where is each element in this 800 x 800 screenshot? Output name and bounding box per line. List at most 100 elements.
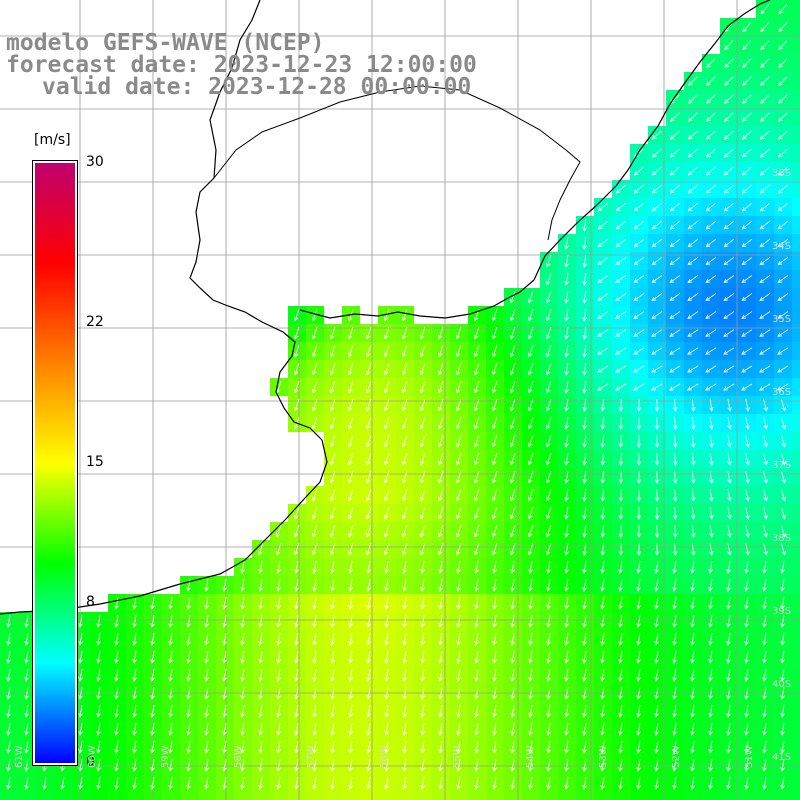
wind-arrow: [727, 417, 732, 430]
wind-arrow: [709, 471, 714, 484]
wind-arrow: [6, 687, 11, 700]
wind-arrow: [96, 741, 101, 754]
wind-arrow: [780, 741, 785, 754]
wind-arrow: [724, 112, 734, 122]
latitude-label: 39S: [772, 606, 792, 617]
wind-arrow: [276, 579, 281, 592]
wind-arrow: [726, 741, 731, 754]
wind-arrow: [564, 327, 569, 340]
wind-arrow: [366, 759, 371, 772]
wind-arrow: [636, 615, 641, 628]
wind-arrow: [204, 615, 209, 628]
wind-arrow: [759, 166, 770, 176]
wind-arrow: [132, 687, 137, 700]
wind-arrow: [618, 434, 624, 448]
wind-speed-cell: [792, 666, 800, 684]
wind-arrow: [510, 327, 516, 340]
wind-arrow: [420, 399, 426, 412]
wind-arrow: [132, 741, 137, 754]
wind-arrow: [420, 453, 426, 466]
wind-arrow: [582, 759, 587, 772]
wind-arrow: [528, 705, 533, 718]
wind-arrow: [186, 633, 191, 646]
wind-arrow: [723, 202, 734, 212]
wind-arrow: [402, 723, 407, 736]
wind-arrow: [742, 76, 752, 86]
wind-speed-cell: [666, 792, 684, 800]
wind-arrow: [687, 130, 698, 140]
wind-arrow: [384, 561, 389, 574]
wind-arrow: [777, 202, 788, 212]
wind-arrow: [312, 579, 317, 592]
wind-arrow: [780, 543, 786, 556]
wind-arrow: [114, 777, 119, 790]
wind-speed-cell: [792, 252, 800, 270]
wind-arrow: [258, 741, 263, 754]
longitude-label: 60W: [87, 745, 98, 768]
wind-arrow: [723, 130, 734, 140]
wind-arrow: [78, 705, 83, 718]
wind-arrow: [330, 471, 336, 484]
wind-arrow: [420, 525, 426, 538]
wind-arrow: [705, 202, 716, 212]
wind-arrow: [528, 759, 533, 772]
wind-arrow: [654, 759, 659, 772]
wind-arrow: [384, 597, 389, 610]
wind-arrow: [546, 651, 551, 664]
wind-arrow: [438, 669, 443, 682]
wind-arrow: [618, 597, 623, 610]
wind-arrow: [618, 524, 624, 538]
wind-arrow: [474, 723, 479, 736]
wind-arrow: [258, 561, 263, 574]
wind-arrow: [438, 633, 443, 646]
wind-arrow: [510, 777, 515, 790]
wind-arrow: [132, 777, 137, 790]
wind-arrow: [366, 399, 372, 412]
wind-speed-cell: [792, 720, 800, 738]
wind-arrow: [384, 651, 389, 664]
wind-arrow: [724, 76, 734, 86]
wind-arrow: [763, 525, 768, 538]
wind-arrow: [150, 705, 155, 718]
wind-arrow: [384, 525, 390, 538]
wind-speed-cell: [594, 792, 612, 800]
wind-arrow: [651, 238, 662, 248]
wind-arrow: [312, 687, 317, 700]
wind-arrow: [669, 220, 680, 230]
wind-arrow: [384, 669, 389, 682]
wind-speed-cell: [18, 792, 36, 800]
wind-speed-cell: [252, 792, 270, 800]
wind-arrow: [636, 651, 641, 664]
wind-speed-cell: [792, 18, 800, 36]
wind-arrow: [744, 723, 749, 736]
wind-arrow: [723, 275, 735, 283]
wind-arrow: [438, 723, 443, 736]
wind-arrow: [759, 293, 771, 301]
wind-arrow: [742, 58, 752, 69]
wind-arrow: [222, 741, 227, 754]
wind-arrow: [636, 759, 641, 772]
wind-arrow: [420, 381, 426, 394]
wind-arrow: [705, 293, 717, 301]
wind-arrow: [168, 687, 173, 700]
colorbar-tick-label: 0: [86, 754, 95, 770]
wind-arrow: [402, 579, 407, 592]
wind-arrow: [763, 435, 768, 448]
wind-arrow: [420, 615, 425, 628]
wind-arrow: [276, 561, 281, 574]
wind-arrow: [276, 651, 281, 664]
wind-arrow: [633, 184, 644, 194]
wind-arrow: [312, 381, 318, 394]
wind-arrow: [615, 257, 627, 266]
wind-arrow: [564, 435, 569, 448]
wind-arrow: [6, 741, 11, 754]
wind-arrow: [474, 759, 479, 772]
wind-arrow: [456, 543, 462, 556]
wind-speed-cell: [792, 0, 800, 18]
wind-speed-cell: [108, 792, 126, 800]
wind-arrow: [312, 759, 317, 772]
wind-arrow: [348, 669, 353, 682]
wind-arrow: [723, 347, 735, 355]
wind-arrow: [348, 453, 354, 466]
wind-arrow: [528, 723, 533, 736]
